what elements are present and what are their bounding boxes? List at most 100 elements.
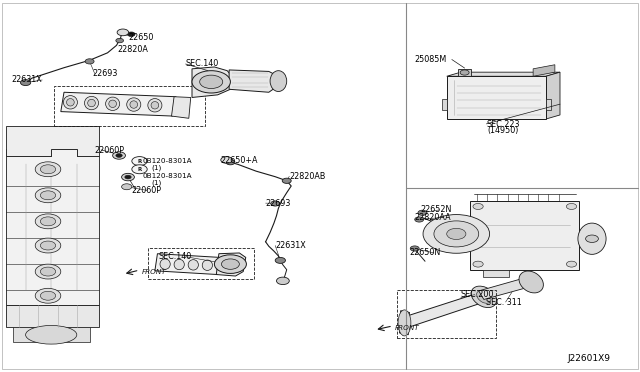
Polygon shape: [6, 149, 99, 305]
Circle shape: [35, 162, 61, 177]
Bar: [470, 201, 579, 270]
Text: 0B120-8301A: 0B120-8301A: [142, 158, 192, 164]
Polygon shape: [458, 69, 471, 76]
Circle shape: [35, 188, 61, 203]
Circle shape: [586, 235, 598, 243]
Polygon shape: [399, 311, 410, 335]
Text: R: R: [138, 167, 141, 172]
Text: 22693: 22693: [93, 69, 118, 78]
Polygon shape: [479, 277, 531, 299]
Polygon shape: [483, 270, 509, 277]
Text: 22650+A: 22650+A: [221, 156, 259, 165]
Text: R: R: [138, 158, 141, 164]
Ellipse shape: [84, 96, 99, 110]
Polygon shape: [192, 67, 234, 97]
Circle shape: [200, 75, 223, 89]
Ellipse shape: [88, 99, 95, 107]
Circle shape: [35, 264, 61, 279]
Text: J22601X9: J22601X9: [567, 355, 611, 363]
Circle shape: [434, 221, 479, 247]
Ellipse shape: [109, 100, 116, 108]
Text: 0B120-8301A: 0B120-8301A: [142, 173, 192, 179]
Polygon shape: [401, 292, 486, 327]
Polygon shape: [229, 70, 278, 92]
Circle shape: [116, 154, 122, 157]
Text: SEC.140: SEC.140: [186, 59, 219, 68]
Circle shape: [282, 178, 291, 183]
Ellipse shape: [26, 326, 77, 344]
Circle shape: [40, 241, 56, 250]
Circle shape: [40, 267, 56, 276]
Circle shape: [276, 277, 289, 285]
Circle shape: [40, 291, 56, 300]
Text: 22631X: 22631X: [275, 241, 306, 250]
Text: 22060P: 22060P: [131, 186, 161, 195]
Circle shape: [410, 246, 419, 251]
Circle shape: [35, 288, 61, 303]
Polygon shape: [13, 327, 90, 342]
Polygon shape: [546, 72, 560, 119]
Ellipse shape: [160, 259, 170, 269]
Circle shape: [127, 32, 135, 36]
Circle shape: [423, 215, 490, 253]
Ellipse shape: [188, 260, 198, 270]
Circle shape: [85, 59, 94, 64]
Text: 22820AB: 22820AB: [289, 172, 326, 181]
Circle shape: [221, 259, 239, 269]
Circle shape: [122, 184, 132, 190]
Circle shape: [271, 201, 280, 206]
Circle shape: [566, 203, 577, 209]
Text: 22693: 22693: [266, 199, 291, 208]
Ellipse shape: [151, 102, 159, 109]
Circle shape: [473, 203, 483, 209]
Polygon shape: [447, 72, 560, 76]
Text: SEC.200: SEC.200: [461, 290, 494, 299]
Text: 25085M: 25085M: [415, 55, 447, 64]
Ellipse shape: [202, 260, 212, 270]
Circle shape: [460, 70, 469, 75]
Ellipse shape: [519, 271, 543, 293]
Polygon shape: [533, 65, 555, 76]
Text: SEC.140: SEC.140: [159, 252, 192, 261]
Ellipse shape: [471, 286, 497, 308]
Polygon shape: [6, 134, 64, 156]
Text: SEC. 311: SEC. 311: [486, 298, 522, 307]
Ellipse shape: [106, 97, 120, 110]
Circle shape: [415, 217, 424, 222]
Circle shape: [192, 71, 230, 93]
Text: 22060P: 22060P: [95, 146, 125, 155]
Text: (1): (1): [152, 164, 162, 171]
Circle shape: [132, 157, 147, 166]
Text: 22631X: 22631X: [12, 76, 42, 84]
Ellipse shape: [130, 101, 138, 108]
Ellipse shape: [63, 96, 77, 109]
Bar: [148, 248, 254, 279]
Bar: [397, 290, 496, 338]
Polygon shape: [216, 253, 246, 276]
Text: (1): (1): [152, 179, 162, 186]
Polygon shape: [6, 305, 99, 327]
Circle shape: [447, 228, 466, 240]
Text: 22650N: 22650N: [410, 248, 441, 257]
Text: FRONT: FRONT: [142, 269, 166, 275]
Text: 22652N: 22652N: [420, 205, 452, 214]
Text: 22820AA: 22820AA: [415, 213, 451, 222]
Text: FRONT: FRONT: [395, 325, 419, 331]
Circle shape: [221, 157, 232, 163]
Circle shape: [226, 160, 235, 165]
Text: SEC.223: SEC.223: [486, 120, 520, 129]
Circle shape: [418, 210, 427, 215]
Ellipse shape: [127, 98, 141, 111]
Ellipse shape: [477, 291, 491, 303]
Ellipse shape: [398, 310, 411, 336]
Polygon shape: [442, 99, 447, 110]
Ellipse shape: [270, 71, 287, 92]
Circle shape: [40, 165, 56, 174]
Circle shape: [125, 175, 131, 179]
Circle shape: [117, 29, 129, 36]
Circle shape: [116, 38, 124, 43]
Bar: [54, 86, 205, 126]
Text: 22650: 22650: [128, 33, 154, 42]
Circle shape: [214, 255, 246, 273]
Polygon shape: [155, 254, 220, 275]
